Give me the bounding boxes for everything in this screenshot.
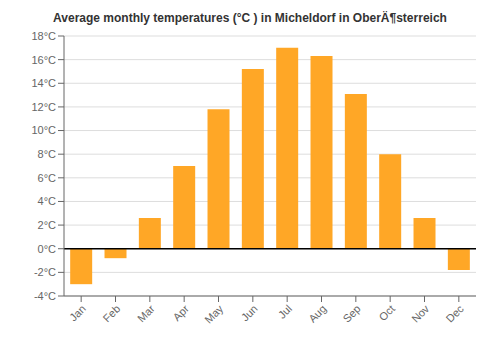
svg-text:0°C: 0°C [38,243,57,255]
html-text:Average monthly temperatures (: Average monthly temperatures (°C ) in Mi… [53,11,447,25]
svg-text:Sep: Sep [340,302,362,324]
svg-text:Dec: Dec [443,302,466,325]
svg-text:2°C: 2°C [38,219,57,231]
svg-text:6°C: 6°C [38,172,57,184]
svg-text:4°C: 4°C [38,195,57,207]
svg-text:-4°C: -4°C [34,290,56,302]
svg-text:Oct: Oct [377,302,398,323]
svg-text:10°C: 10°C [31,124,56,136]
svg-text:May: May [202,302,226,326]
svg-text:Jun: Jun [239,302,260,323]
svg-text:8°C: 8°C [38,148,57,160]
svg-text:12°C: 12°C [31,101,56,113]
svg-text:14°C: 14°C [31,77,56,89]
svg-text:Mar: Mar [135,302,157,324]
svg-text:16°C: 16°C [31,54,56,66]
svg-text:Apr: Apr [171,302,192,323]
svg-text:Jan: Jan [67,302,88,323]
svg-text:Jul: Jul [276,302,294,320]
svg-text:Aug: Aug [306,302,328,324]
svg-text:Nov: Nov [409,302,432,325]
svg-text:Feb: Feb [101,302,123,324]
svg-text:18°C: 18°C [31,30,56,42]
svg-text:-2°C: -2°C [34,266,56,278]
